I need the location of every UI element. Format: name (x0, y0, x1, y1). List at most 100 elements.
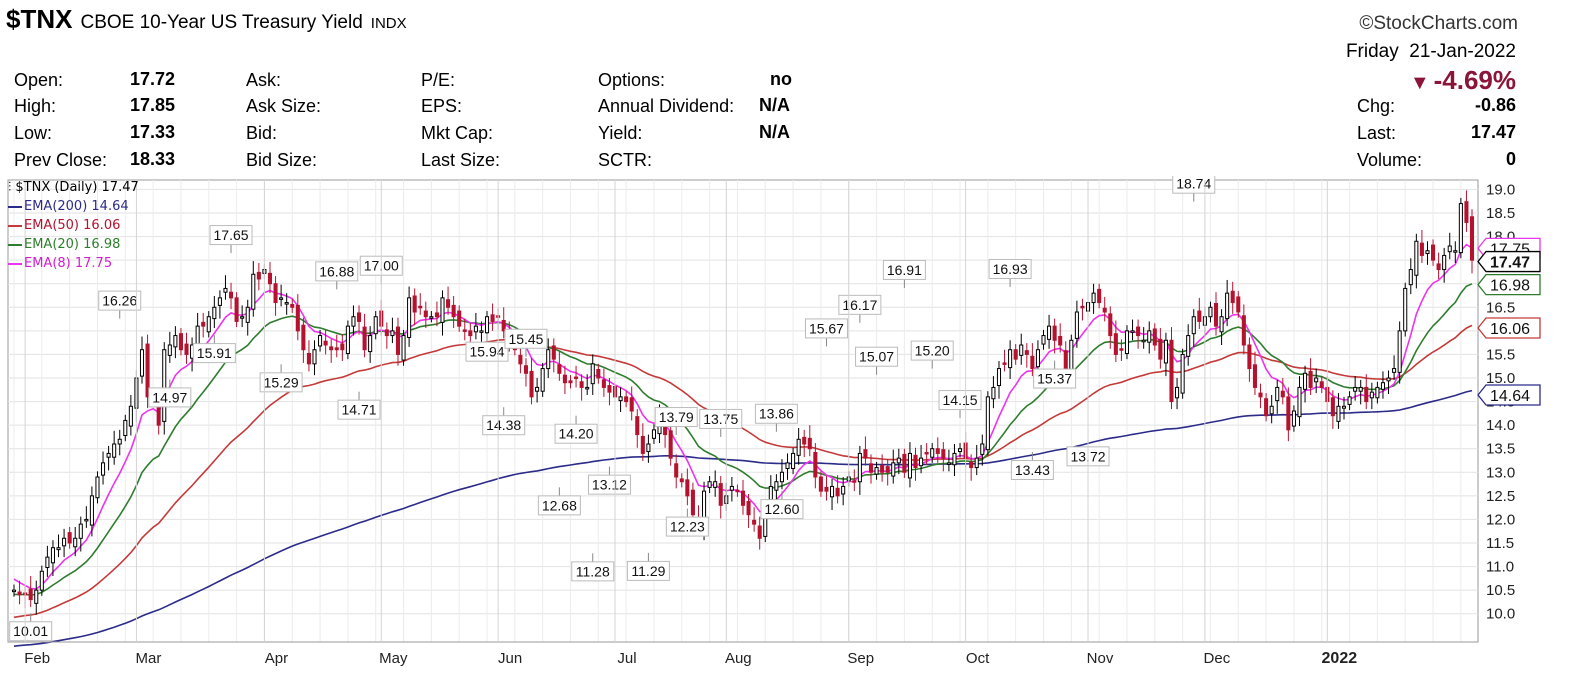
candle-body (674, 463, 679, 478)
candle (1258, 383, 1263, 409)
value-tag-label: 14.64 (1490, 388, 1530, 405)
candle (646, 434, 651, 463)
candle-body (1058, 336, 1063, 346)
annotation-box (571, 561, 615, 582)
sctr-label: SCTR: (598, 150, 652, 170)
annotation-box (315, 261, 359, 282)
x-tick-label: Jul (617, 650, 636, 667)
candle (991, 376, 996, 409)
candle-body (1024, 350, 1029, 355)
candle (1002, 349, 1007, 372)
candle (818, 471, 823, 497)
candle (395, 317, 401, 366)
candle (245, 299, 250, 336)
candle (529, 358, 534, 405)
candle-body (529, 370, 534, 398)
candle-body (473, 325, 478, 333)
candle-body (1019, 344, 1024, 356)
annotation: 16.93 (988, 259, 1032, 288)
candle (1052, 318, 1057, 354)
candle-body (162, 349, 167, 422)
annotation: 14.38 (482, 407, 526, 436)
candle (345, 320, 350, 360)
chart-title: $TNX CBOE 10-Year US Treasury Yield INDX (6, 4, 407, 36)
candle-body (1130, 330, 1135, 333)
candle-body (167, 344, 172, 356)
candle (351, 305, 356, 336)
candle (946, 449, 951, 472)
candle-body (295, 304, 300, 332)
candle (674, 454, 679, 489)
candle-body (601, 379, 606, 388)
candle-body (223, 287, 228, 293)
candle-body (1152, 328, 1157, 346)
legend-ema8-label: EMA(8) 17.75 (24, 256, 113, 271)
candle-body (1431, 244, 1436, 261)
candle (1419, 229, 1424, 263)
candle-body (640, 435, 645, 454)
candle-body (941, 449, 946, 459)
candle (306, 340, 311, 372)
instrument-name: CBOE 10-Year US Treasury Yield (80, 12, 363, 33)
y-tick-label: 18.5 (1486, 205, 1515, 222)
ema8-swatch (8, 262, 22, 265)
candle (290, 298, 295, 313)
candle-body (1469, 216, 1475, 261)
candle (1108, 306, 1113, 349)
candle (1019, 333, 1024, 365)
x-tick-label: Oct (966, 650, 990, 667)
candle (1013, 344, 1018, 365)
candle-body (145, 343, 150, 398)
annotation-label: 18.74 (1176, 176, 1211, 192)
candle-body (969, 461, 974, 469)
candle-body (802, 436, 807, 445)
annotation: 16.26 (98, 290, 142, 319)
price-chart[interactable]: 10.01 16.26 14.97 15.91 17.65 15.29 16.88 14.71… (0, 176, 1584, 686)
candle-icon: ⫶ (8, 180, 12, 195)
candle-body (913, 454, 918, 469)
candle-body (284, 302, 289, 305)
volume-value: 0 (1505, 149, 1516, 169)
options-value: no (770, 69, 792, 89)
candle-body (245, 306, 250, 323)
candle-body (668, 430, 673, 459)
candle-body (139, 349, 145, 377)
y-tick-label: 14.0 (1486, 417, 1515, 434)
annotation-box (587, 474, 631, 495)
candle (501, 307, 506, 339)
candle (212, 295, 217, 329)
candle (1403, 282, 1408, 337)
candle (401, 329, 406, 366)
candle-body (852, 480, 857, 483)
annotation-label: 14.15 (943, 392, 978, 408)
candle-body (1147, 330, 1152, 343)
candle (368, 326, 373, 363)
brand-watermark[interactable]: ©StockCharts.com (1359, 13, 1518, 34)
candle (223, 275, 228, 300)
candle-body (935, 448, 940, 454)
annotation-label: 10.01 (13, 623, 48, 639)
candle-body (1280, 390, 1285, 398)
candle (868, 454, 874, 484)
candle (1314, 368, 1319, 394)
candle-body (985, 396, 990, 451)
candle-body (807, 437, 812, 450)
candle-body (1425, 250, 1430, 255)
candle (635, 409, 640, 448)
candle-body (28, 588, 33, 601)
candle-body (312, 349, 317, 365)
prev-close-label: Prev Close: (14, 150, 108, 170)
candle-body (557, 364, 562, 374)
candle-body (457, 310, 462, 327)
candle (440, 290, 445, 336)
candle-body (830, 485, 835, 498)
candle (362, 313, 367, 358)
candle-body (334, 347, 339, 351)
candle-body (1080, 305, 1085, 309)
candle (880, 454, 885, 482)
candle-body (1375, 386, 1380, 399)
x-tick-label: Mar (136, 650, 162, 667)
candle (1252, 351, 1258, 395)
candle-body (1436, 263, 1441, 271)
candle (1330, 390, 1335, 429)
